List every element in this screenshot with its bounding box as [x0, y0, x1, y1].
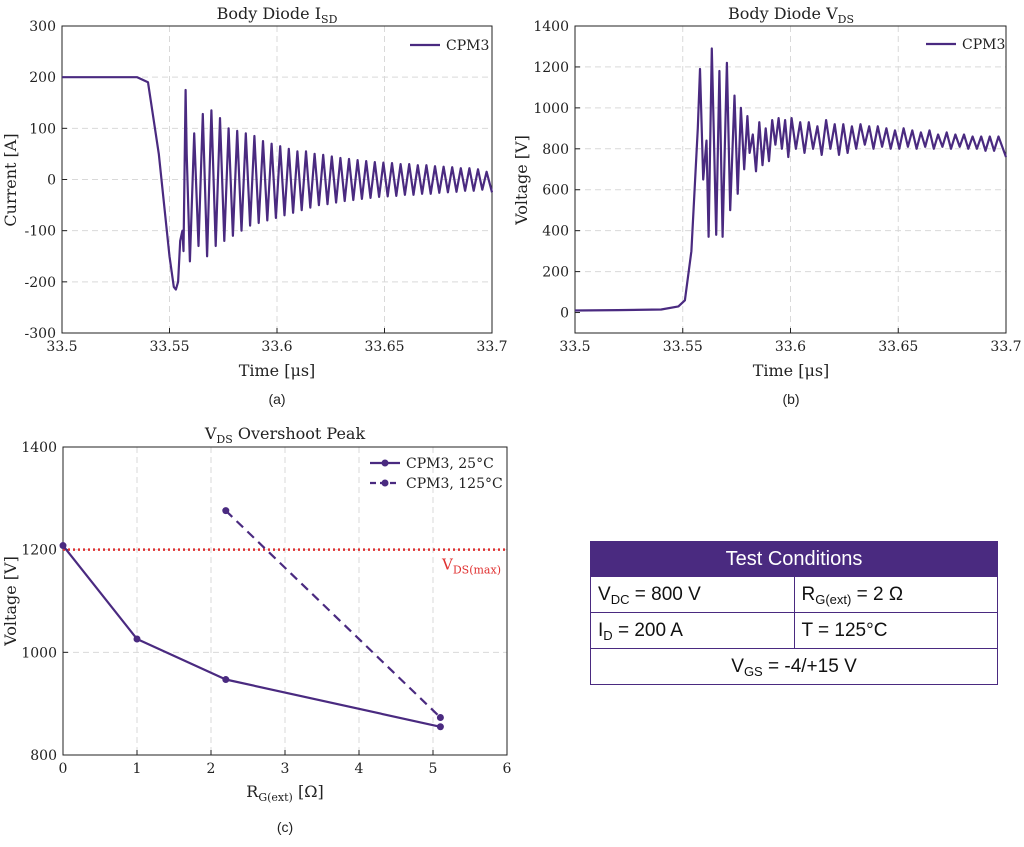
series-line-0	[62, 76, 494, 291]
y-tick-label: 1400	[21, 440, 57, 456]
legend-label: CPM3, 25°C	[406, 456, 494, 472]
vdc-cell: VDC = 800 V	[598, 584, 701, 607]
y-tick-label: 1400	[533, 19, 569, 35]
temperature-cell: T = 125°C	[793, 613, 998, 648]
panel-a-title: Body Diode ISD	[217, 4, 338, 26]
data-point	[133, 635, 141, 643]
x-tick-label: 33.6	[261, 339, 292, 355]
panel-c-label: (c)	[277, 819, 293, 835]
panel-b-label: (b)	[782, 391, 799, 407]
series-line-1	[225, 509, 442, 719]
conditions-row-3: VGS = -4/+15 V	[591, 648, 997, 684]
panel-a: Body Diode ISD Current [A] Time [μs] (a)…	[1, 4, 508, 407]
data-point	[222, 507, 230, 515]
x-tick-label: 6	[503, 761, 512, 777]
y-tick-label: -300	[25, 326, 56, 342]
y-tick-label: -100	[25, 224, 56, 240]
x-tick-label: 33.65	[364, 339, 404, 355]
panel-a-xlabel: Time [μs]	[239, 361, 316, 380]
legend-label: CPM3	[446, 38, 489, 54]
legend-marker	[381, 479, 389, 487]
x-tick-label: 2	[207, 761, 216, 777]
legend-label: CPM3, 125°C	[406, 476, 503, 492]
x-tick-label: 33.7	[476, 339, 507, 355]
y-tick-label: 0	[47, 173, 56, 189]
y-tick-label: -200	[25, 275, 56, 291]
x-tick-label: 33.5	[46, 339, 77, 355]
panel-b-xlabel: Time [μs]	[753, 361, 830, 380]
panel-c-ylabel: Voltage [V]	[1, 556, 20, 647]
x-tick-label: 5	[429, 761, 438, 777]
data-point	[59, 542, 67, 550]
series-line-0	[62, 544, 441, 728]
y-tick-label: 800	[30, 748, 57, 764]
data-point	[436, 714, 444, 722]
legend-label: CPM3	[962, 37, 1005, 53]
y-tick-label: 600	[542, 183, 569, 199]
panel-b-ylabel: Voltage [V]	[512, 135, 531, 226]
panel-a-plot: 33.5 33.55 33.6 33.65 33.7 -300 -200 -100 0 100 20…	[25, 19, 508, 355]
y-tick-label: 1000	[21, 645, 57, 661]
panel-a-ylabel: Current [A]	[1, 133, 20, 226]
y-tick-label: 0	[560, 306, 569, 322]
x-tick-label: 3	[281, 761, 290, 777]
vgs-cell: VGS = -4/+15 V	[731, 656, 857, 679]
y-tick-label: 300	[29, 19, 56, 35]
vds-max-label: VDS(max)	[441, 556, 501, 577]
conditions-row-1: VDC = 800 V RG(ext) = 2 Ω	[591, 576, 997, 612]
panel-a-label: (a)	[268, 391, 285, 407]
panel-c-plot: 0 1 2 3 4 5 6 800 1000 1200 1400 VDS(max) CPM3, 25°C…	[21, 440, 511, 777]
x-tick-label: 33.7	[990, 339, 1021, 355]
x-tick-label: 1	[133, 761, 142, 777]
id-cell: ID = 200 A	[598, 620, 683, 643]
conditions-row-2: ID = 200 A T = 125°C	[591, 612, 997, 648]
y-tick-label: 400	[542, 224, 569, 240]
test-conditions-title: Test Conditions	[591, 542, 997, 576]
x-tick-label: 33.55	[149, 339, 189, 355]
y-tick-label: 1200	[21, 543, 57, 559]
series-line-0	[574, 47, 1008, 312]
panel-c-title: VDS Overshoot Peak	[204, 424, 366, 446]
y-tick-label: 1000	[533, 101, 569, 117]
legend-marker	[381, 459, 389, 467]
data-point	[436, 723, 444, 731]
panel-b: Body Diode VDS Voltage [V] Time [μs] (b)…	[512, 4, 1022, 407]
panel-b-plot: 33.5 33.55 33.6 33.65 33.7 0 200 400 600 800 1000 1…	[533, 19, 1021, 355]
x-tick-label: 33.5	[559, 339, 590, 355]
y-tick-label: 1200	[533, 60, 569, 76]
test-conditions-table: Test Conditions VDC = 800 V RG(ext) = 2 …	[590, 541, 998, 685]
y-tick-label: 100	[29, 121, 56, 137]
x-tick-label: 4	[355, 761, 364, 777]
x-tick-label: 33.55	[663, 339, 703, 355]
panel-b-title: Body Diode VDS	[728, 4, 854, 26]
data-point	[222, 676, 230, 684]
rg-cell: RG(ext) = 2 Ω	[793, 577, 998, 612]
x-tick-label: 0	[59, 761, 68, 777]
y-tick-label: 200	[542, 265, 569, 281]
y-tick-label: 800	[542, 142, 569, 158]
x-tick-label: 33.6	[775, 339, 806, 355]
panel-c: VDS Overshoot Peak Voltage [V] RG(ext) […	[1, 424, 512, 835]
x-tick-label: 33.65	[878, 339, 918, 355]
y-tick-label: 200	[29, 70, 56, 86]
panel-c-xlabel: RG(ext) [Ω]	[246, 782, 323, 804]
